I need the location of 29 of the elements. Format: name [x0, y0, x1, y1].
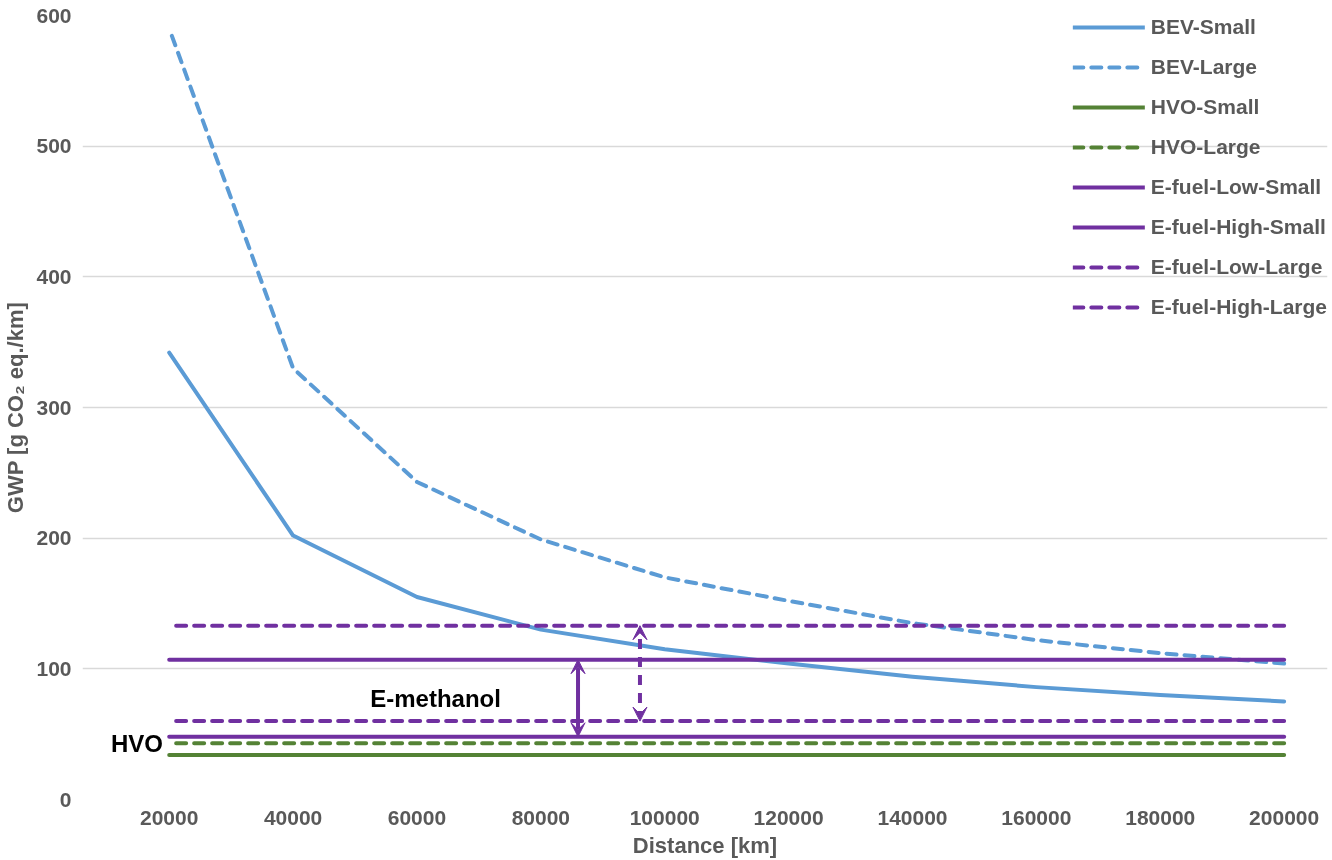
annotation: HVO [111, 729, 164, 757]
y-tick-label: 0 [59, 787, 72, 811]
legend-label: E-fuel-Low-Large [1150, 255, 1323, 279]
x-tick-label: 60000 [387, 805, 447, 829]
y-tick-label: 100 [36, 656, 72, 680]
x-tick-label: 180000 [1125, 805, 1196, 829]
x-tick-label: 160000 [1001, 805, 1072, 829]
legend-label: E-fuel-High-Small [1150, 215, 1326, 239]
annotation: E-methanol [370, 684, 501, 712]
y-tick-label: 600 [36, 3, 72, 27]
y-tick-label: 300 [36, 395, 72, 419]
x-tick-label: 40000 [263, 805, 323, 829]
legend-label: BEV-Large [1150, 55, 1258, 79]
x-tick-label: 20000 [140, 805, 199, 829]
legend-label: E-fuel-Low-Small [1150, 175, 1322, 199]
y-tick-label: 400 [36, 264, 72, 288]
x-tick-label: 80000 [511, 805, 571, 829]
x-tick-label: 200000 [1249, 805, 1320, 829]
x-tick-label: 100000 [629, 805, 700, 829]
x-tick-label: 140000 [877, 805, 948, 829]
legend-label: HVO-Large [1150, 135, 1261, 159]
x-axis-title: Distance [km] [632, 832, 778, 858]
legend-label: BEV-Small [1150, 15, 1256, 39]
y-tick-label: 500 [36, 134, 72, 158]
x-tick-label: 120000 [753, 805, 824, 829]
legend-label: E-fuel-High-Large [1150, 295, 1327, 319]
legend-label: HVO-Small [1150, 95, 1260, 119]
y-tick-label: 200 [36, 526, 72, 550]
y-axis-title: GWP [g CO₂ eq./km] [3, 302, 29, 514]
